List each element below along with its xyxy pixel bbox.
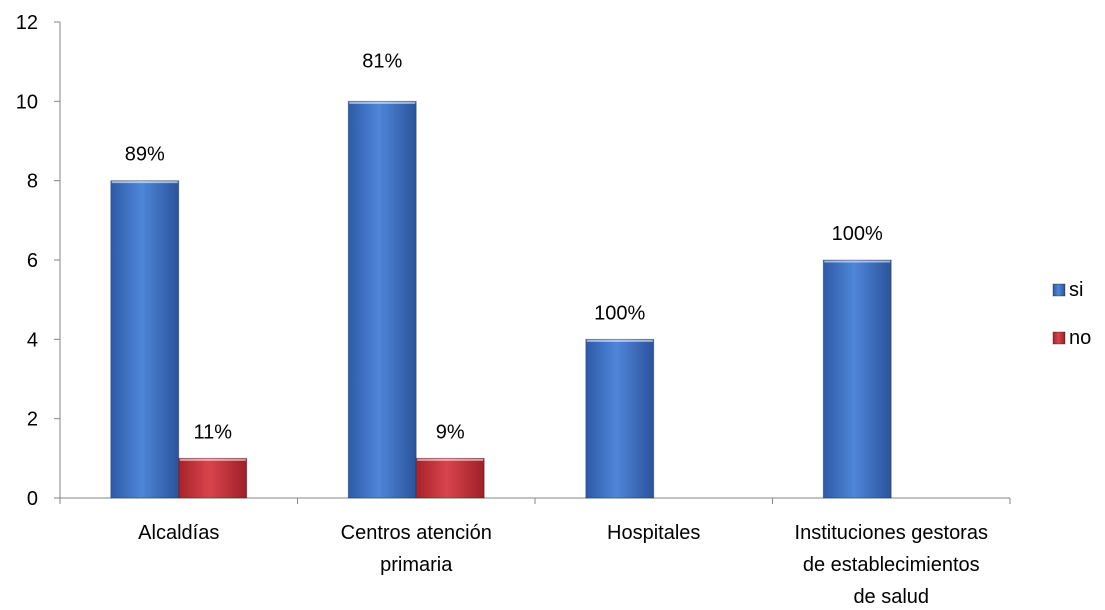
legend-label-si: si: [1069, 279, 1083, 301]
legend: si no: [1052, 279, 1091, 349]
data-label-si: 81%: [362, 50, 402, 72]
y-tick-label: 6: [27, 250, 38, 272]
bars: [110, 100, 892, 499]
y-tick-label: 2: [27, 409, 38, 431]
legend-swatch-si: [1052, 283, 1066, 297]
axes: 0 2 4 6 8 10 12 Alcaldías Centros atención primar…: [16, 12, 1011, 608]
data-label-si: 89%: [125, 144, 165, 166]
y-tick-label: 8: [27, 171, 38, 193]
x-category-label: Instituciones gestoras: [795, 522, 988, 544]
bar-si: [110, 180, 180, 499]
data-label-no: 9%: [436, 421, 465, 443]
data-label-no: 11%: [193, 421, 232, 443]
bar-no: [415, 457, 485, 499]
legend-label-no: no: [1069, 327, 1091, 349]
y-tick-label: 0: [27, 488, 38, 510]
x-category-label: Hospitales: [607, 522, 700, 544]
data-label-si: 100%: [832, 223, 883, 245]
x-category-label: primaria: [380, 554, 453, 576]
bar-si: [347, 100, 417, 499]
bar-si: [585, 338, 655, 499]
data-label-si: 100%: [594, 302, 645, 324]
y-tick-label: 10: [16, 91, 38, 113]
legend-swatch-no: [1052, 331, 1066, 345]
y-tick-label: 12: [16, 12, 38, 34]
x-category-label: Alcaldías: [138, 522, 219, 544]
bar-si: [822, 259, 892, 499]
bar-no: [178, 457, 248, 499]
y-tick-label: 4: [27, 329, 38, 351]
x-category-label: Centros atención: [341, 522, 492, 544]
x-category-label: de establecimientos: [803, 554, 980, 576]
x-category-label: de salud: [853, 586, 929, 608]
data-labels: 89% 81% 100% 100% 11% 9%: [125, 50, 883, 443]
